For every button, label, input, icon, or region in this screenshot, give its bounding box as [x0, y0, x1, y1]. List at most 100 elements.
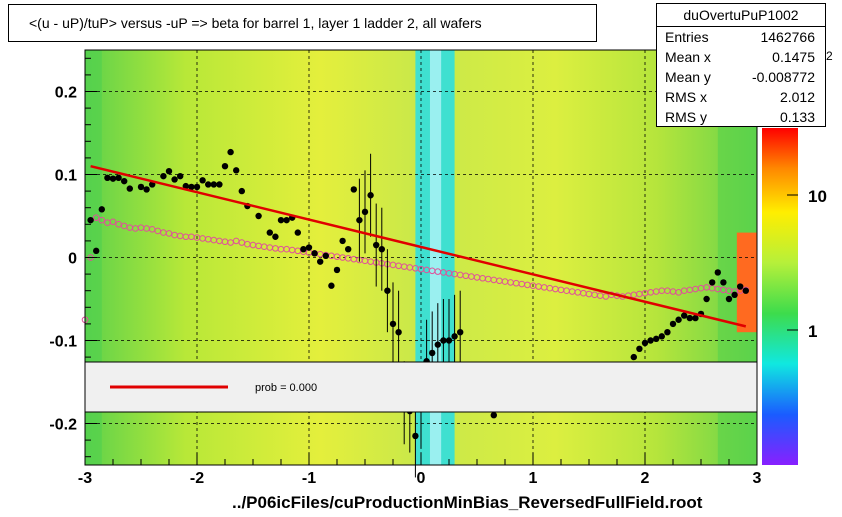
- filled-point: [221, 163, 229, 170]
- filled-point: [720, 279, 727, 286]
- filled-point: [664, 329, 671, 336]
- filled-point: [182, 182, 189, 190]
- filled-point: [356, 216, 363, 224]
- filled-point: [361, 208, 369, 216]
- filled-point: [641, 339, 649, 347]
- filled-point: [681, 312, 688, 319]
- filled-point: [238, 187, 245, 195]
- filled-point: [199, 177, 206, 184]
- filled-point: [333, 266, 341, 274]
- filled-point: [389, 320, 397, 328]
- x-tick-label: 0: [417, 470, 426, 487]
- filled-point: [205, 181, 212, 188]
- open-point: [92, 214, 100, 221]
- filled-point: [160, 172, 167, 180]
- filled-point: [669, 320, 677, 328]
- filled-point: [277, 216, 285, 224]
- y-tick-label: -0.1: [49, 334, 77, 351]
- filled-point: [731, 291, 738, 299]
- filled-point: [266, 229, 273, 236]
- stats-row-mean-x: Mean x 0.1475: [665, 49, 815, 65]
- filled-point: [317, 258, 324, 265]
- chart-title: <(u - uP)/tuP> versus -uP => beta for ba…: [29, 15, 482, 31]
- filled-point: [216, 181, 223, 188]
- colorbar-gradient: [762, 128, 798, 465]
- filled-point: [725, 295, 733, 303]
- filled-point: [490, 412, 497, 419]
- filled-point: [692, 314, 699, 322]
- filled-point: [709, 279, 716, 286]
- filled-point: [328, 282, 335, 289]
- filled-point: [345, 246, 352, 253]
- filled-point: [104, 174, 111, 182]
- filled-point: [87, 216, 94, 224]
- filled-point: [165, 167, 173, 175]
- filled-point: [93, 247, 100, 255]
- colorbar-exponent: 2: [826, 49, 833, 63]
- y-tick-label: 0.2: [55, 85, 77, 102]
- filled-point: [686, 314, 693, 322]
- filled-point: [98, 206, 106, 213]
- filled-point: [272, 233, 279, 240]
- filled-point: [742, 287, 749, 294]
- filled-point: [647, 337, 654, 344]
- filled-point: [143, 186, 150, 193]
- filled-point: [126, 185, 133, 192]
- x-tick-label: 3: [753, 470, 762, 487]
- filled-point: [350, 186, 357, 193]
- filled-point: [177, 172, 184, 180]
- filled-point: [210, 181, 217, 188]
- stats-box: duOvertuPuP1002 Entries 1462766 Mean x 0.1…: [656, 3, 826, 127]
- density-hotspot: [736, 232, 757, 333]
- tick-labels: -3 -2 -1 0 1 2 3 -0.2 -0.1 0 0.1 0.2: [49, 57, 762, 487]
- y-tick-label: 0.1: [55, 168, 77, 185]
- filled-point: [384, 287, 391, 294]
- filled-point: [294, 229, 301, 236]
- colorbar-tick-label: 1: [808, 322, 817, 341]
- filled-point: [440, 337, 447, 344]
- filled-point: [367, 192, 374, 199]
- filled-point: [115, 174, 122, 182]
- filled-point: [636, 345, 643, 352]
- filled-point: [305, 244, 313, 251]
- filled-point: [445, 337, 453, 344]
- filled-point: [339, 237, 346, 245]
- filled-point: [395, 329, 402, 336]
- open-point: [109, 218, 117, 226]
- fit-line-path: [90, 164, 747, 328]
- filled-point: [109, 175, 117, 182]
- x-tick-label: 1: [529, 470, 538, 487]
- chart-title-box: <(u - uP)/tuP> versus -uP => beta for ba…: [8, 4, 597, 42]
- y-tick-label: 0: [68, 251, 77, 268]
- legend-text: prob = 0.000: [255, 382, 317, 394]
- fit-legend: prob = 0.000: [84, 361, 758, 413]
- filled-point: [373, 241, 380, 249]
- x-tick-label: -3: [78, 470, 92, 487]
- y-tick-label: -0.2: [49, 417, 77, 434]
- filled-point: [714, 269, 721, 276]
- x-tick-label: -1: [302, 470, 316, 487]
- filled-point: [227, 148, 234, 156]
- filled-point: [457, 329, 464, 336]
- histogram-name: duOvertuPuP1002: [657, 4, 825, 27]
- filled-point: [429, 349, 436, 357]
- filled-point: [653, 335, 660, 343]
- x-tick-label: 2: [641, 470, 650, 487]
- filled-point: [233, 167, 240, 174]
- filled-point: [193, 183, 201, 191]
- filled-point: [283, 216, 290, 224]
- filled-point: [737, 283, 744, 290]
- stats-row-rms-y: RMS y 0.133: [665, 109, 815, 125]
- filled-point: [675, 316, 682, 323]
- stats-row-rms-x: RMS x 2.012: [665, 89, 815, 105]
- colorbar-tick-label: 10: [808, 187, 827, 206]
- stats-row-entries: Entries 1462766: [665, 29, 815, 45]
- filled-point: [121, 177, 128, 185]
- x-tick-label: -2: [190, 470, 204, 487]
- filled-point: [255, 212, 262, 220]
- fit-line: [90, 164, 747, 328]
- stats-row-mean-y: Mean y -0.008772: [665, 69, 815, 85]
- open-point: [98, 216, 106, 224]
- colorbar: 10 1 2: [762, 49, 833, 465]
